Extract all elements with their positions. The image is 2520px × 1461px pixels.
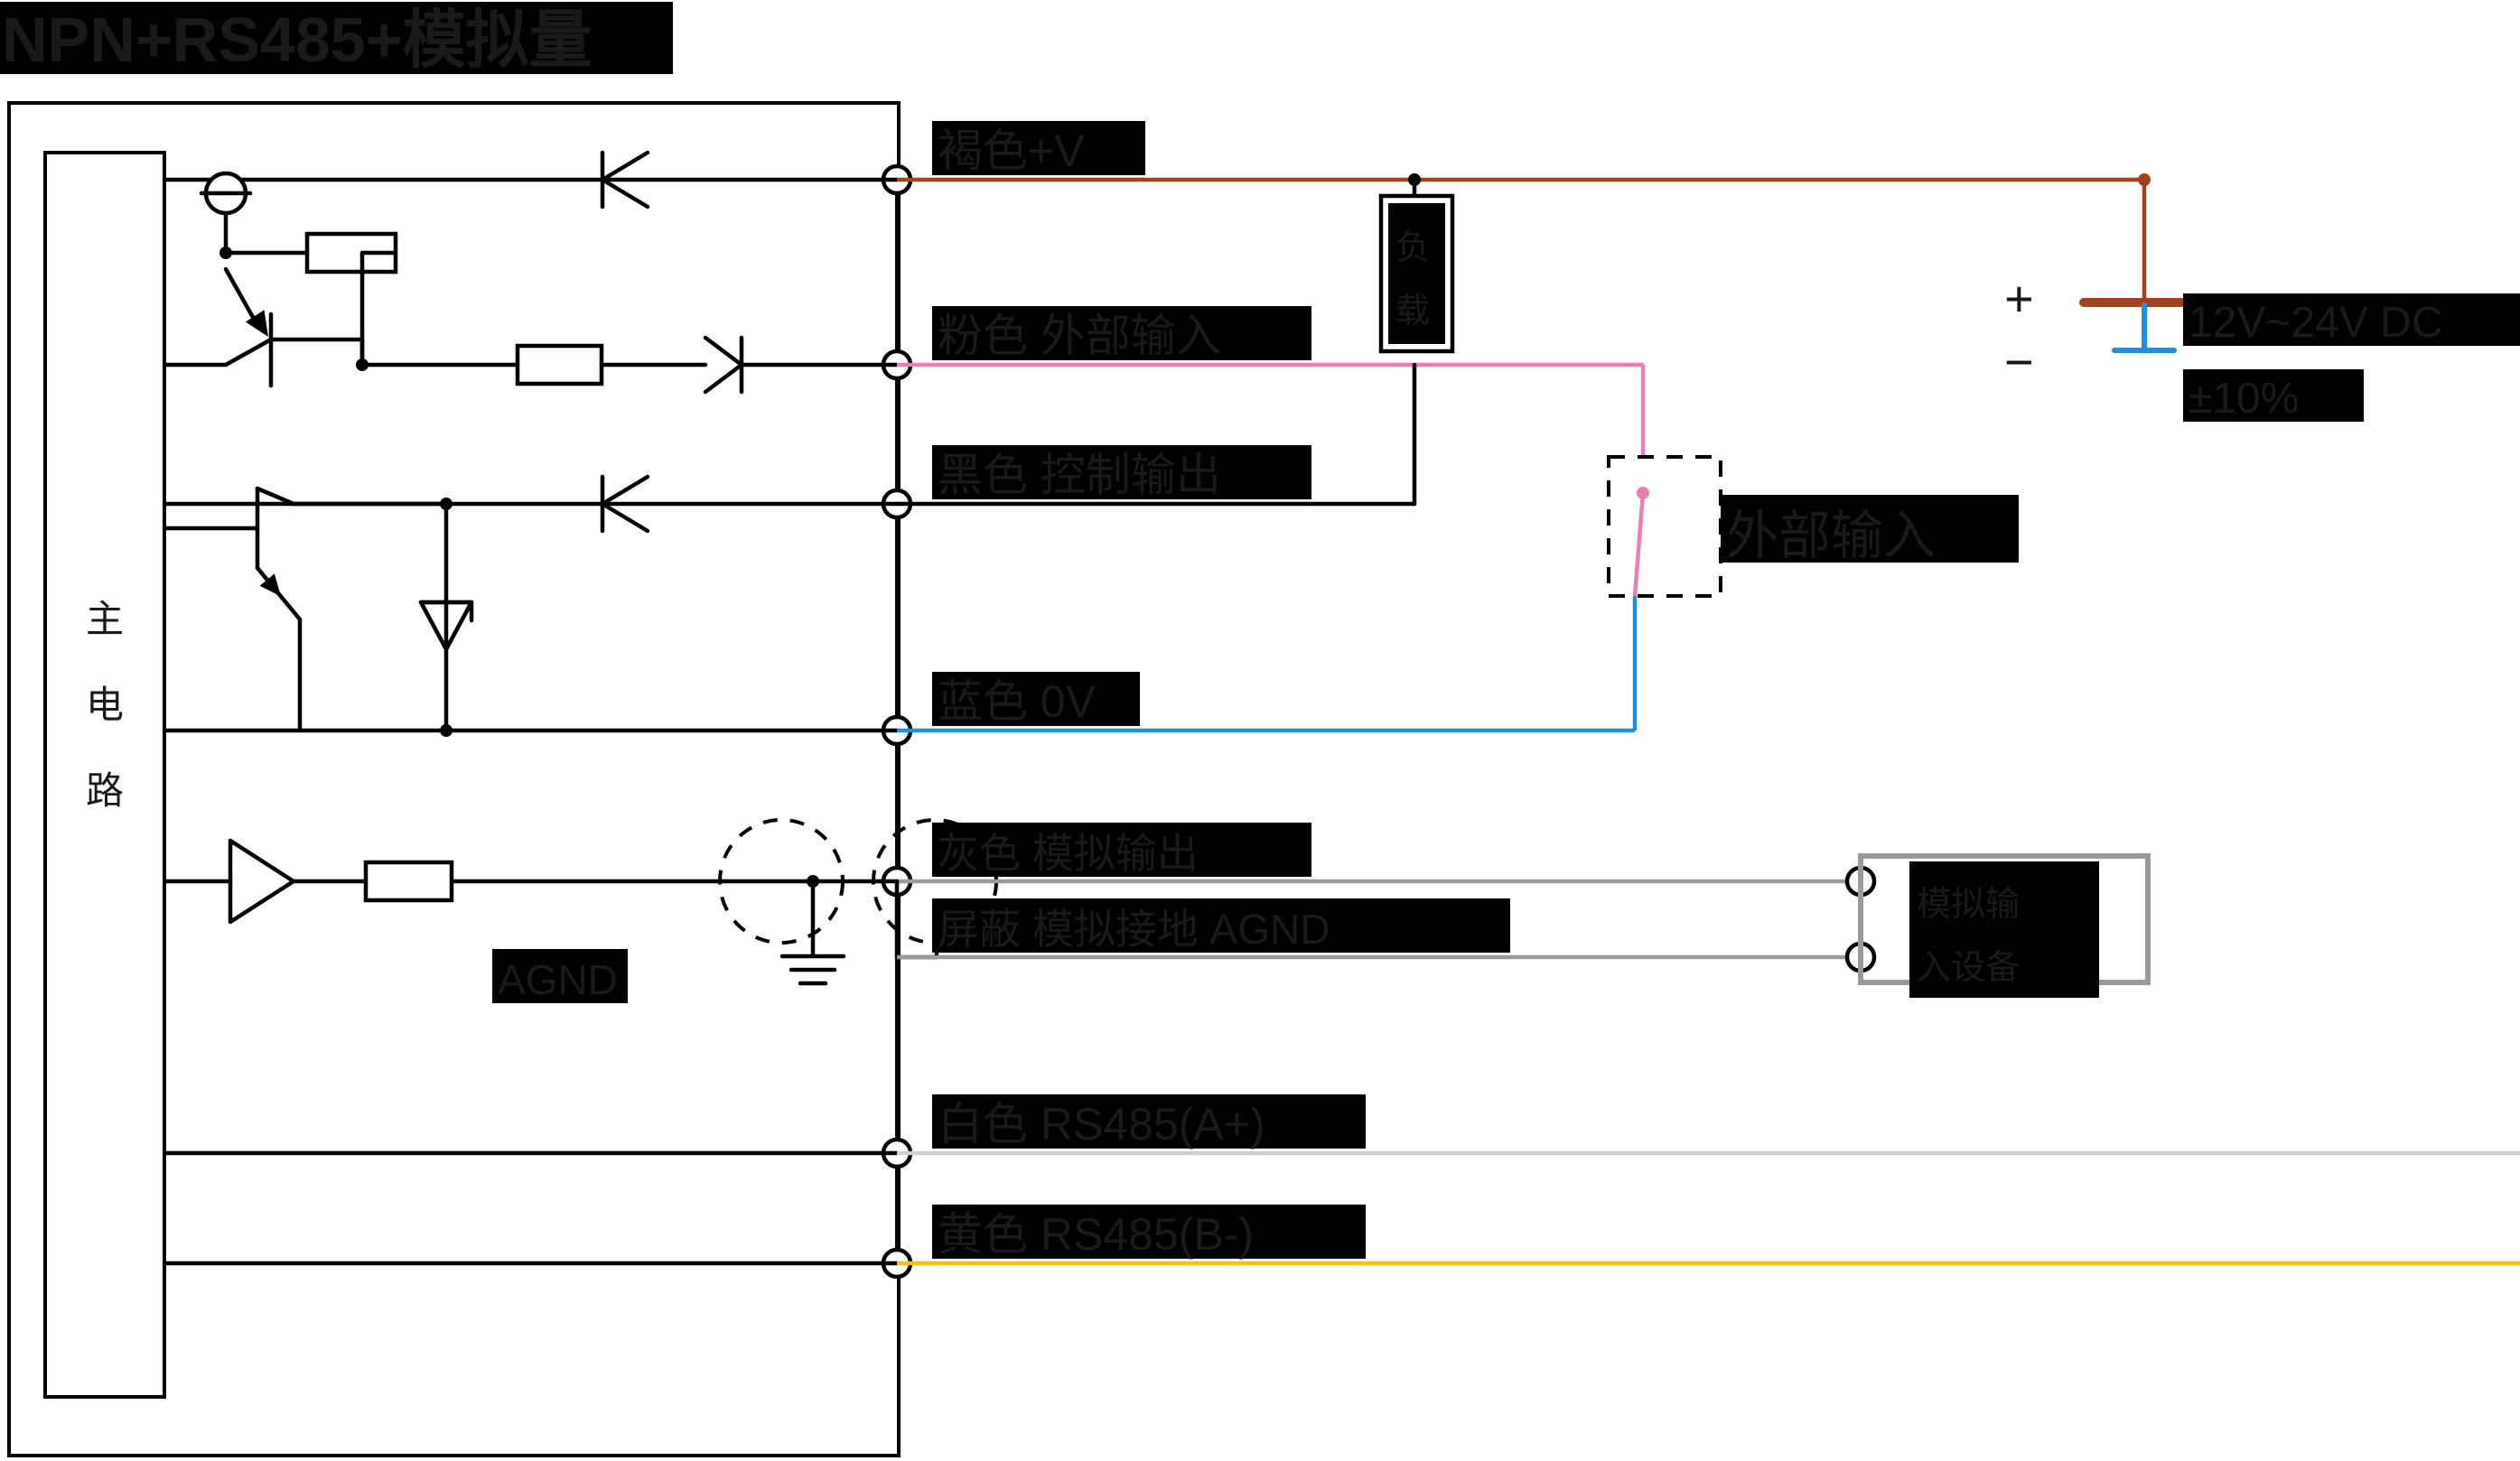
svg-text:蓝色 0V: 蓝色 0V [938,676,1097,727]
svg-text:+: + [2004,270,2034,327]
svg-text:12V~24V DC: 12V~24V DC [2189,299,2443,347]
svg-text:NPN+RS485+模拟量: NPN+RS485+模拟量 [2,5,593,75]
svg-text:−: − [2004,333,2034,390]
svg-text:褐色+V: 褐色+V [938,126,1085,176]
svg-text:电: 电 [86,684,124,726]
svg-text:黄色 RS485(B-): 黄色 RS485(B-) [938,1209,1254,1260]
svg-text:路: 路 [86,769,124,812]
svg-text:负: 负 [1395,229,1430,267]
svg-text:±10%: ±10% [2189,375,2299,423]
svg-text:AGND: AGND [498,956,618,1003]
svg-text:外部输入: 外部输入 [1726,507,1936,565]
svg-text:入设备: 入设备 [1917,949,2020,987]
svg-text:主: 主 [86,598,124,640]
svg-text:模拟输: 模拟输 [1917,886,2020,924]
svg-text:灰色 模拟输出: 灰色 模拟输出 [938,830,1199,877]
svg-text:粉色 外部输入: 粉色 外部输入 [938,311,1221,361]
svg-text:白色 RS485(A+): 白色 RS485(A+) [938,1099,1265,1149]
svg-text:载: 载 [1395,293,1430,330]
svg-text:黑色 控制输出: 黑色 控制输出 [938,450,1221,500]
svg-text:屏蔽 模拟接地 AGND: 屏蔽 模拟接地 AGND [938,906,1330,953]
